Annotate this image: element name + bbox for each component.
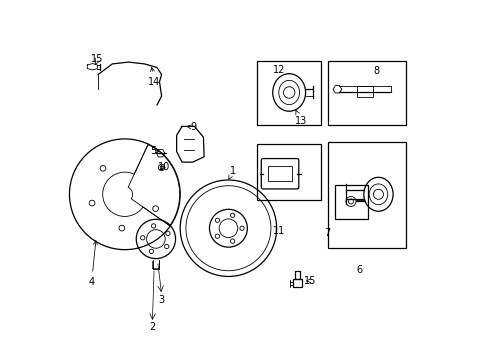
Text: 8: 8 (373, 66, 379, 76)
Text: 2: 2 (149, 322, 155, 332)
Text: 15: 15 (91, 54, 103, 64)
Wedge shape (128, 145, 179, 226)
Text: 4: 4 (88, 241, 97, 287)
Text: 10: 10 (158, 162, 170, 172)
Bar (257, 144, 320, 200)
Text: 13: 13 (294, 111, 306, 126)
Text: 12: 12 (273, 65, 285, 75)
Text: 7: 7 (324, 228, 330, 238)
Text: 14: 14 (148, 67, 160, 87)
Text: 15: 15 (304, 276, 316, 286)
Text: 11: 11 (273, 226, 285, 236)
Text: 1: 1 (228, 166, 236, 179)
Bar (292, 279, 302, 287)
Bar (327, 61, 405, 125)
Bar (257, 61, 320, 125)
Bar (334, 185, 367, 219)
Text: 5: 5 (150, 147, 159, 157)
Bar (268, 166, 291, 181)
Text: 3: 3 (158, 295, 164, 305)
Bar (356, 86, 372, 97)
Text: 9: 9 (186, 122, 196, 132)
Text: 6: 6 (356, 265, 362, 275)
Bar (294, 271, 300, 279)
Bar (327, 143, 405, 248)
